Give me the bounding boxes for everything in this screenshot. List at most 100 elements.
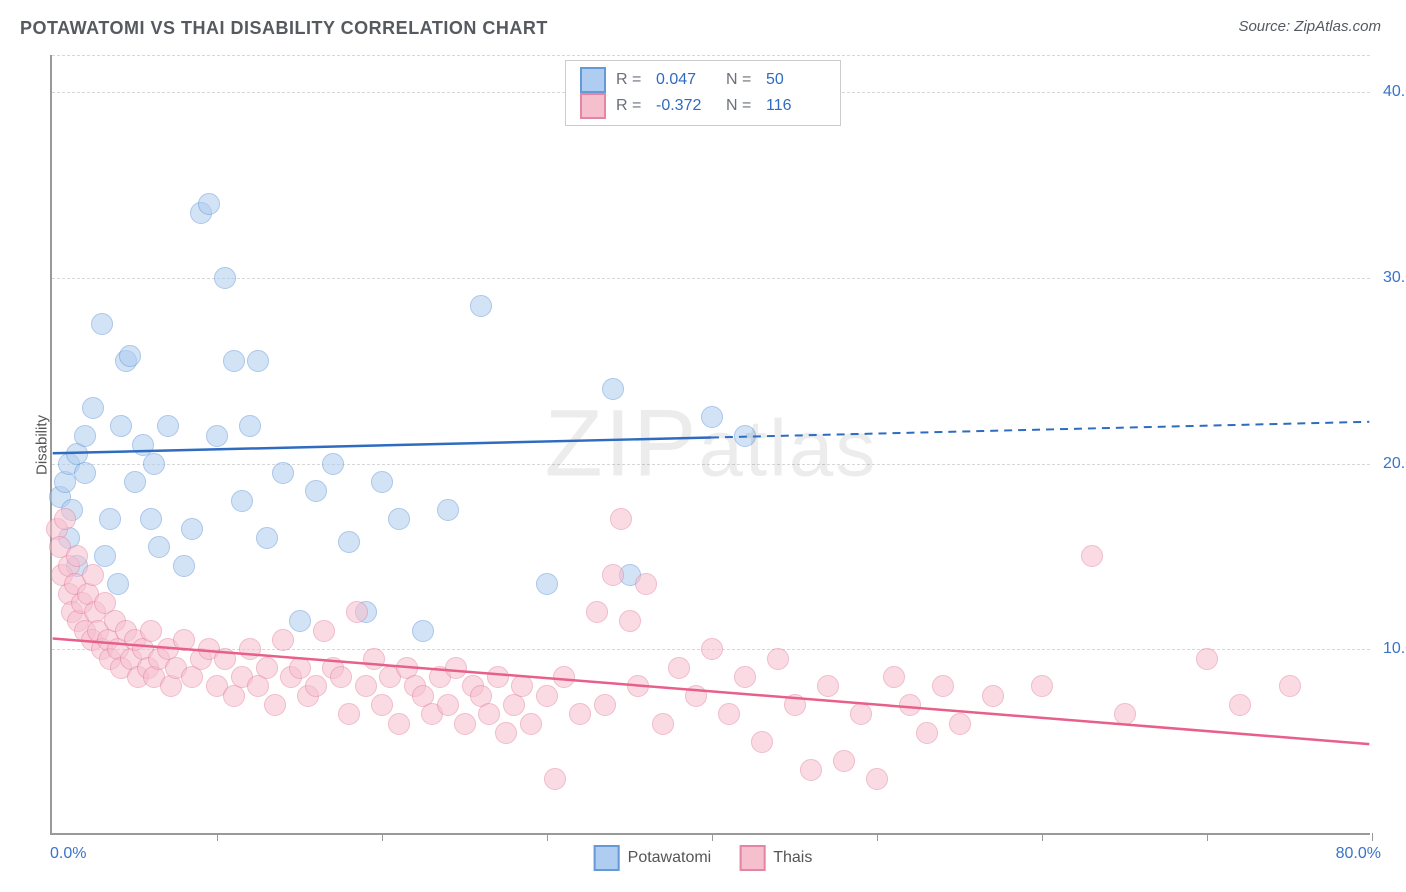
data-point (520, 713, 542, 735)
plot-area: ZIPatlas 10.0%20.0%30.0%40.0% (50, 55, 1370, 835)
data-point (239, 415, 261, 437)
data-point (247, 350, 269, 372)
data-point (784, 694, 806, 716)
x-axis-max-label: 80.0% (1336, 845, 1381, 863)
y-tick-label: 40.0% (1375, 83, 1406, 101)
data-point (119, 345, 141, 367)
data-point (718, 703, 740, 725)
data-point (487, 666, 509, 688)
x-tick (1207, 833, 1208, 841)
data-point (157, 415, 179, 437)
data-point (916, 722, 938, 744)
data-point (627, 675, 649, 697)
data-point (231, 490, 253, 512)
data-point (635, 573, 657, 595)
data-point (289, 610, 311, 632)
data-point (883, 666, 905, 688)
legend-swatch (580, 67, 606, 93)
data-point (850, 703, 872, 725)
data-point (1196, 648, 1218, 670)
x-tick (712, 833, 713, 841)
gridline (52, 55, 1370, 56)
data-point (305, 675, 327, 697)
data-point (454, 713, 476, 735)
legend-n-label: N = (726, 93, 756, 119)
data-point (272, 462, 294, 484)
data-point (206, 425, 228, 447)
y-tick-label: 20.0% (1375, 455, 1406, 473)
legend-label: Potawatomi (628, 849, 712, 867)
data-point (511, 675, 533, 697)
x-tick (547, 833, 548, 841)
data-point (412, 620, 434, 642)
data-point (1114, 703, 1136, 725)
data-point (160, 675, 182, 697)
legend-swatch (580, 93, 606, 119)
legend-n-value: 50 (766, 67, 826, 93)
data-point (371, 694, 393, 716)
data-point (355, 675, 377, 697)
chart-title: POTAWATOMI VS THAI DISABILITY CORRELATIO… (20, 18, 548, 39)
data-point (272, 629, 294, 651)
data-point (751, 731, 773, 753)
correlation-legend: R =0.047N =50R =-0.372N =116 (565, 60, 841, 126)
data-point (181, 518, 203, 540)
data-point (74, 462, 96, 484)
data-point (445, 657, 467, 679)
data-point (239, 638, 261, 660)
data-point (899, 694, 921, 716)
data-point (173, 555, 195, 577)
data-point (140, 508, 162, 530)
data-point (685, 685, 707, 707)
legend-item: Potawatomi (594, 845, 712, 871)
legend-row: R =-0.372N =116 (580, 93, 826, 119)
data-point (214, 267, 236, 289)
data-point (322, 453, 344, 475)
data-point (833, 750, 855, 772)
data-point (594, 694, 616, 716)
legend-swatch (594, 845, 620, 871)
data-point (553, 666, 575, 688)
data-point (110, 415, 132, 437)
data-point (586, 601, 608, 623)
data-point (214, 648, 236, 670)
legend-n-label: N = (726, 67, 756, 93)
data-point (74, 425, 96, 447)
data-point (800, 759, 822, 781)
legend-label: Thais (773, 849, 812, 867)
legend-item: Thais (739, 845, 812, 871)
data-point (495, 722, 517, 744)
y-tick-label: 30.0% (1375, 269, 1406, 287)
data-point (256, 657, 278, 679)
trend-lines (52, 55, 1370, 833)
data-point (82, 564, 104, 586)
data-point (544, 768, 566, 790)
legend-r-value: 0.047 (656, 67, 716, 93)
y-axis-title: Disability (34, 415, 51, 475)
data-point (371, 471, 393, 493)
data-point (198, 193, 220, 215)
legend-r-label: R = (616, 93, 646, 119)
gridline (52, 464, 1370, 465)
data-point (1031, 675, 1053, 697)
data-point (437, 499, 459, 521)
data-point (817, 675, 839, 697)
data-point (223, 350, 245, 372)
data-point (264, 694, 286, 716)
x-tick (877, 833, 878, 841)
data-point (767, 648, 789, 670)
data-point (652, 713, 674, 735)
x-axis-min-label: 0.0% (50, 845, 86, 863)
data-point (1229, 694, 1251, 716)
x-tick (1042, 833, 1043, 841)
data-point (330, 666, 352, 688)
data-point (470, 295, 492, 317)
data-point (949, 713, 971, 735)
legend-n-value: 116 (766, 93, 826, 119)
data-point (256, 527, 278, 549)
source-label: Source: ZipAtlas.com (1238, 18, 1381, 35)
data-point (932, 675, 954, 697)
legend-swatch (739, 845, 765, 871)
data-point (66, 545, 88, 567)
data-point (305, 480, 327, 502)
